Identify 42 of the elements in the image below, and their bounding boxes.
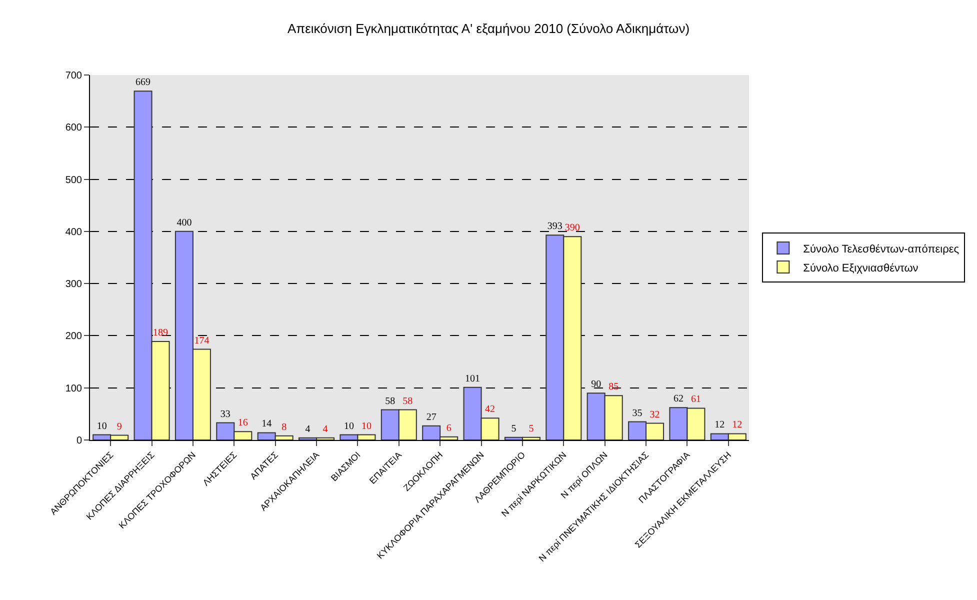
y-tick-label: 100 [65, 383, 82, 394]
data-label: 101 [465, 373, 480, 384]
y-tick-label: 300 [65, 279, 82, 290]
data-label: 58 [402, 396, 413, 407]
data-label: 27 [426, 412, 436, 423]
data-label: 669 [136, 77, 151, 88]
data-label: 90 [591, 379, 602, 390]
y-tick-label: 500 [65, 174, 82, 186]
data-label: 14 [262, 418, 272, 430]
data-label: 32 [650, 409, 660, 420]
data-label: 10 [361, 420, 372, 432]
data-label: 33 [220, 408, 230, 420]
y-tick-label: 400 [65, 226, 82, 238]
data-label: 35 [632, 408, 642, 419]
data-label: 10 [344, 420, 354, 432]
data-label: 4 [322, 424, 328, 435]
data-label: 9 [116, 421, 122, 432]
legend-label: Σύνολο Τελεσθέντων-απόπειρες [803, 243, 960, 256]
data-label: 174 [194, 335, 210, 346]
data-label: 390 [564, 222, 580, 234]
y-tick-label: 200 [65, 331, 82, 342]
chart-title: Απεικόνιση Εγκληματικότητας Α' εξαμήνου 2010 (Σύνολο Αδικημάτων) [287, 21, 690, 36]
data-label: 16 [238, 418, 248, 429]
data-label: 10 [96, 420, 107, 432]
y-tick-label: 600 [65, 122, 82, 134]
data-label: 6 [446, 422, 452, 434]
data-label: 12 [714, 420, 725, 431]
legend-label: Σύνολο Εξιχνιασθέντων [803, 262, 919, 274]
data-label: 189 [153, 327, 168, 338]
y-tick-label: 700 [65, 70, 82, 82]
data-label: 42 [485, 404, 496, 416]
y-tick-label: 0 [76, 436, 82, 446]
data-label: 4 [305, 424, 310, 435]
data-label: 5 [528, 423, 534, 434]
data-label: 58 [385, 396, 396, 407]
data-label: 12 [732, 420, 742, 431]
data-label: 5 [511, 423, 516, 434]
data-label: 61 [690, 394, 701, 406]
data-label: 400 [176, 217, 192, 228]
data-label: 8 [282, 422, 287, 433]
data-label: 62 [673, 394, 684, 405]
data-label: 393 [547, 221, 562, 232]
